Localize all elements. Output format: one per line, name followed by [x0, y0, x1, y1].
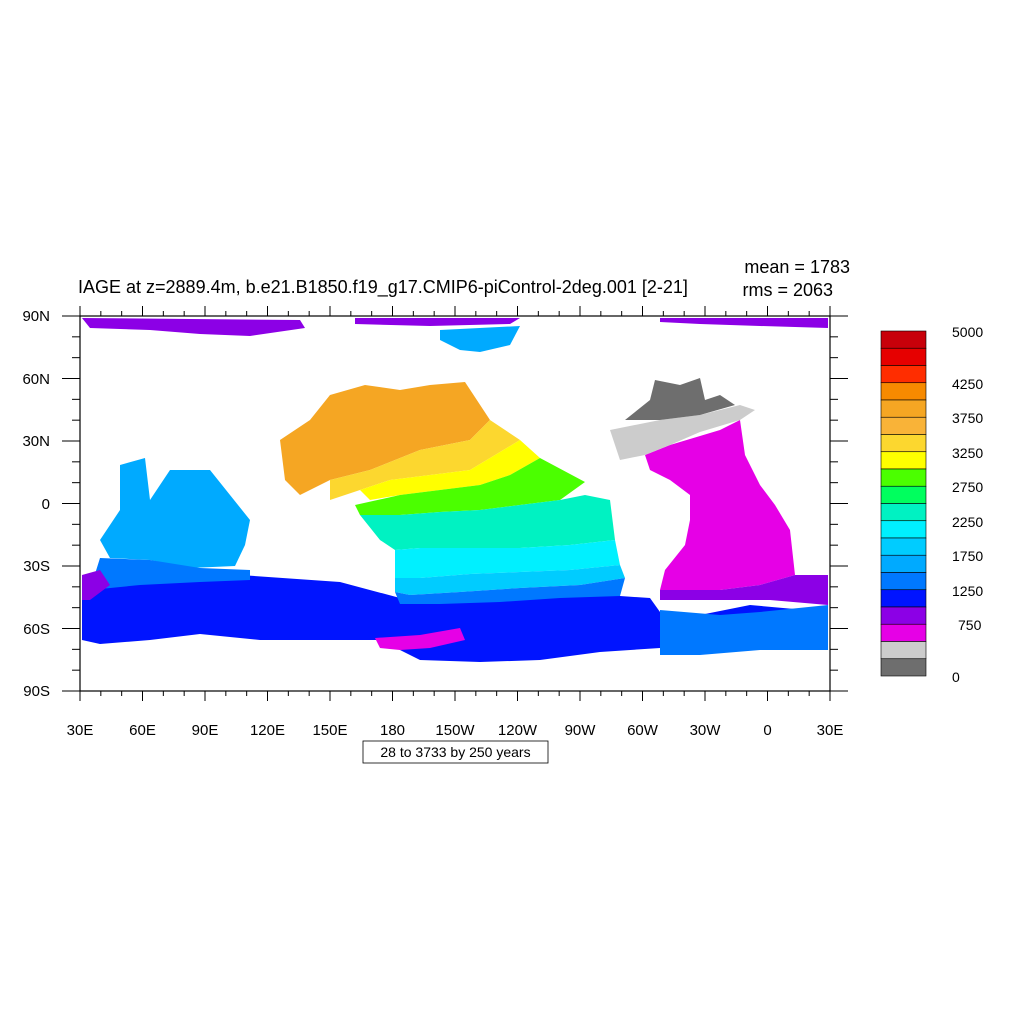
- y-tick-label: 0: [42, 496, 50, 513]
- x-tick-label: 150W: [435, 722, 475, 739]
- colorbar-swatch: [880, 554, 927, 573]
- field-south-pacific-skyblue: [395, 540, 620, 578]
- map-plot: 30E 60E 90E 120E 150E 180 150W 120W 90W …: [22, 306, 848, 739]
- colorbar-swatch: [880, 382, 927, 401]
- colorbar-label: 3250: [952, 445, 983, 461]
- colorbar-swatch: [880, 399, 927, 418]
- y-tick-label: 30N: [22, 433, 50, 450]
- y-tick-label: 60S: [23, 621, 50, 638]
- colorbar-swatch: [880, 347, 927, 366]
- colorbar-swatch: [880, 537, 927, 556]
- colorbar-label: 5000: [952, 324, 983, 340]
- x-tick-label: 90W: [565, 722, 597, 739]
- colorbar-label: 4250: [952, 376, 983, 392]
- field-atlantic-magenta: [645, 420, 795, 595]
- colorbar-swatch: [880, 658, 927, 677]
- x-tick-label: 30W: [690, 722, 722, 739]
- x-tick-label: 0: [763, 722, 771, 739]
- colorbar-label: 3750: [952, 410, 983, 426]
- frame-ticks: [62, 306, 848, 701]
- field-atlantic-purple: [660, 575, 828, 605]
- field-south-pacific-cyan: [360, 495, 615, 550]
- field-southern-ocean: [82, 575, 828, 662]
- field-arctic-purple: [82, 318, 305, 336]
- x-tick-label: 120W: [498, 722, 538, 739]
- field-south-pacific-blue: [395, 565, 625, 595]
- field-atlantic-south-blue: [660, 605, 828, 655]
- field-beaufort-blue: [440, 326, 520, 352]
- field-north-pacific-lightorange: [330, 420, 520, 500]
- x-tick-label: 150E: [312, 722, 347, 739]
- colorbar-swatch: [880, 468, 927, 487]
- x-tick-label: 180: [380, 722, 405, 739]
- plot-frame: [79, 315, 831, 692]
- colorbar-swatch: [880, 520, 927, 539]
- y-tick-label: 90S: [23, 683, 50, 700]
- colorbar-labels: 5000 4250 3750 3250 2750 2250 1750 1250 …: [952, 324, 983, 685]
- colorbar: [880, 330, 927, 677]
- field-ross-purple: [375, 628, 465, 650]
- y-tick-label: 60N: [22, 371, 50, 388]
- field-pacific-green: [355, 458, 585, 515]
- colorbar-swatch: [880, 623, 927, 642]
- x-tick-label: 30E: [67, 722, 94, 739]
- colorbar-swatch: [880, 416, 927, 435]
- colorbar-label: 0: [952, 669, 960, 685]
- mean-stat: mean = 1783: [744, 257, 850, 277]
- colorbar-swatch: [880, 485, 927, 504]
- field-indian-ocean-south: [90, 558, 250, 590]
- colorbar-swatch: [880, 606, 927, 625]
- x-tick-label: 60E: [129, 722, 156, 739]
- x-axis-labels: 30E 60E 90E 120E 150E 180 150W 120W 90W …: [67, 722, 844, 739]
- colorbar-swatch: [880, 589, 927, 608]
- y-tick-label: 30S: [23, 558, 50, 575]
- y-axis-labels: 90N 60N 30N 0 30S 60S 90S: [22, 308, 50, 700]
- colorbar-label: 2750: [952, 479, 983, 495]
- x-tick-label: 90E: [192, 722, 219, 739]
- field-med-purple: [82, 570, 110, 600]
- field-arctic-purple-central: [355, 318, 520, 326]
- contour-info-text: 28 to 3733 by 250 years: [380, 744, 530, 760]
- contour-info-frame: [362, 740, 549, 764]
- colorbar-swatch: [880, 572, 927, 591]
- field-nordic-darkgrey: [625, 378, 735, 420]
- colorbar-swatch: [880, 330, 927, 349]
- x-tick-label: 30E: [817, 722, 844, 739]
- colorbar-swatch: [880, 503, 927, 522]
- colorbar-swatch: [880, 365, 927, 384]
- colorbar-swatch: [880, 451, 927, 470]
- field-north-pacific-orange: [280, 382, 490, 495]
- field-south-pacific-mediumblue: [395, 578, 625, 604]
- field-pacific-yellow: [360, 440, 540, 500]
- ocean-fields: [82, 318, 828, 662]
- field-north-atlantic-grey: [610, 405, 755, 460]
- field-arctic-purple-east: [660, 318, 828, 328]
- chart-title: IAGE at z=2889.4m, b.e21.B1850.f19_g17.C…: [78, 277, 688, 298]
- colorbar-label: 1250: [952, 583, 983, 599]
- colorbar-swatch: [880, 434, 927, 453]
- colorbar-label: 2250: [952, 514, 983, 530]
- field-indian-ocean: [100, 458, 250, 568]
- colorbar-label: 1750: [952, 548, 983, 564]
- y-tick-label: 90N: [22, 308, 50, 325]
- x-tick-label: 120E: [250, 722, 285, 739]
- contour-info-box: 28 to 3733 by 250 years: [362, 740, 549, 764]
- x-tick-label: 60W: [627, 722, 659, 739]
- rms-stat: rms = 2063: [742, 280, 833, 300]
- colorbar-label: 750: [958, 617, 982, 633]
- colorbar-swatch: [880, 641, 927, 660]
